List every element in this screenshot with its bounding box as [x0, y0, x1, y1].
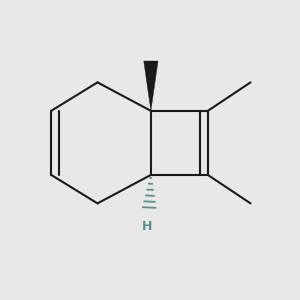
Polygon shape — [144, 61, 158, 111]
Text: H: H — [142, 220, 152, 233]
